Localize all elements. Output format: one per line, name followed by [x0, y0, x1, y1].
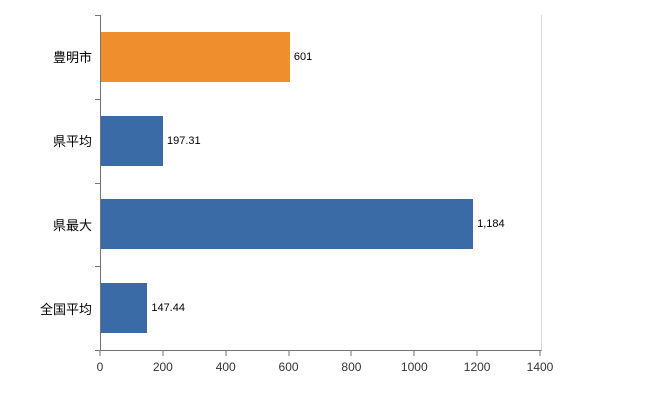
x-axis-tick [99, 351, 101, 356]
x-axis-tick-label: 400 [215, 360, 236, 374]
x-axis-tick-label: 0 [96, 360, 104, 374]
category-label: 豊明市 [52, 50, 92, 66]
bar-prefecture-max [101, 199, 474, 250]
x-axis-tick [476, 351, 478, 356]
y-axis-tick [95, 266, 100, 268]
y-axis-tick [95, 98, 100, 100]
x-axis-tick [162, 351, 164, 356]
category-label: 県最大 [52, 217, 92, 233]
x-axis-tick [350, 351, 352, 356]
x-axis-tick [288, 351, 290, 356]
bar-toyoake [101, 31, 290, 82]
bar-national-average [101, 283, 148, 334]
value-label: 147.44 [151, 302, 185, 315]
bar-row: 全国平均 147.44 [40, 266, 541, 350]
value-label: 1,184 [477, 218, 505, 231]
x-axis-tick-label: 1000 [400, 360, 428, 374]
bar-prefecture-average [101, 115, 163, 166]
x-axis-tick [539, 351, 541, 356]
bar-row: 県最大 1,184 [53, 183, 541, 267]
plot-area: 豊明市 601 県平均 197.31 県最大 1,184 全国平均 147.44 [40, 15, 542, 351]
x-axis-tick-label: 600 [278, 360, 299, 374]
x-axis-tick [225, 351, 227, 356]
x-axis-tick-label: 200 [152, 360, 173, 374]
x-axis-tick-label: 800 [341, 360, 362, 374]
x-axis: 0 200 400 600 800 1000 1200 1400 [96, 351, 553, 381]
value-label: 197.31 [167, 134, 201, 147]
y-axis-tick [95, 350, 100, 351]
bar-row: 豊明市 601 [53, 15, 541, 99]
x-axis-tick-label: 1400 [526, 360, 554, 374]
category-label: 全国平均 [39, 301, 92, 317]
category-label: 県平均 [52, 134, 92, 150]
y-axis-tick [95, 182, 100, 184]
x-axis-tick [413, 351, 415, 356]
value-label: 601 [293, 50, 313, 63]
x-axis-tick-label: 1200 [463, 360, 491, 374]
y-axis-tick [95, 15, 100, 16]
bar-row: 県平均 197.31 [53, 99, 541, 183]
